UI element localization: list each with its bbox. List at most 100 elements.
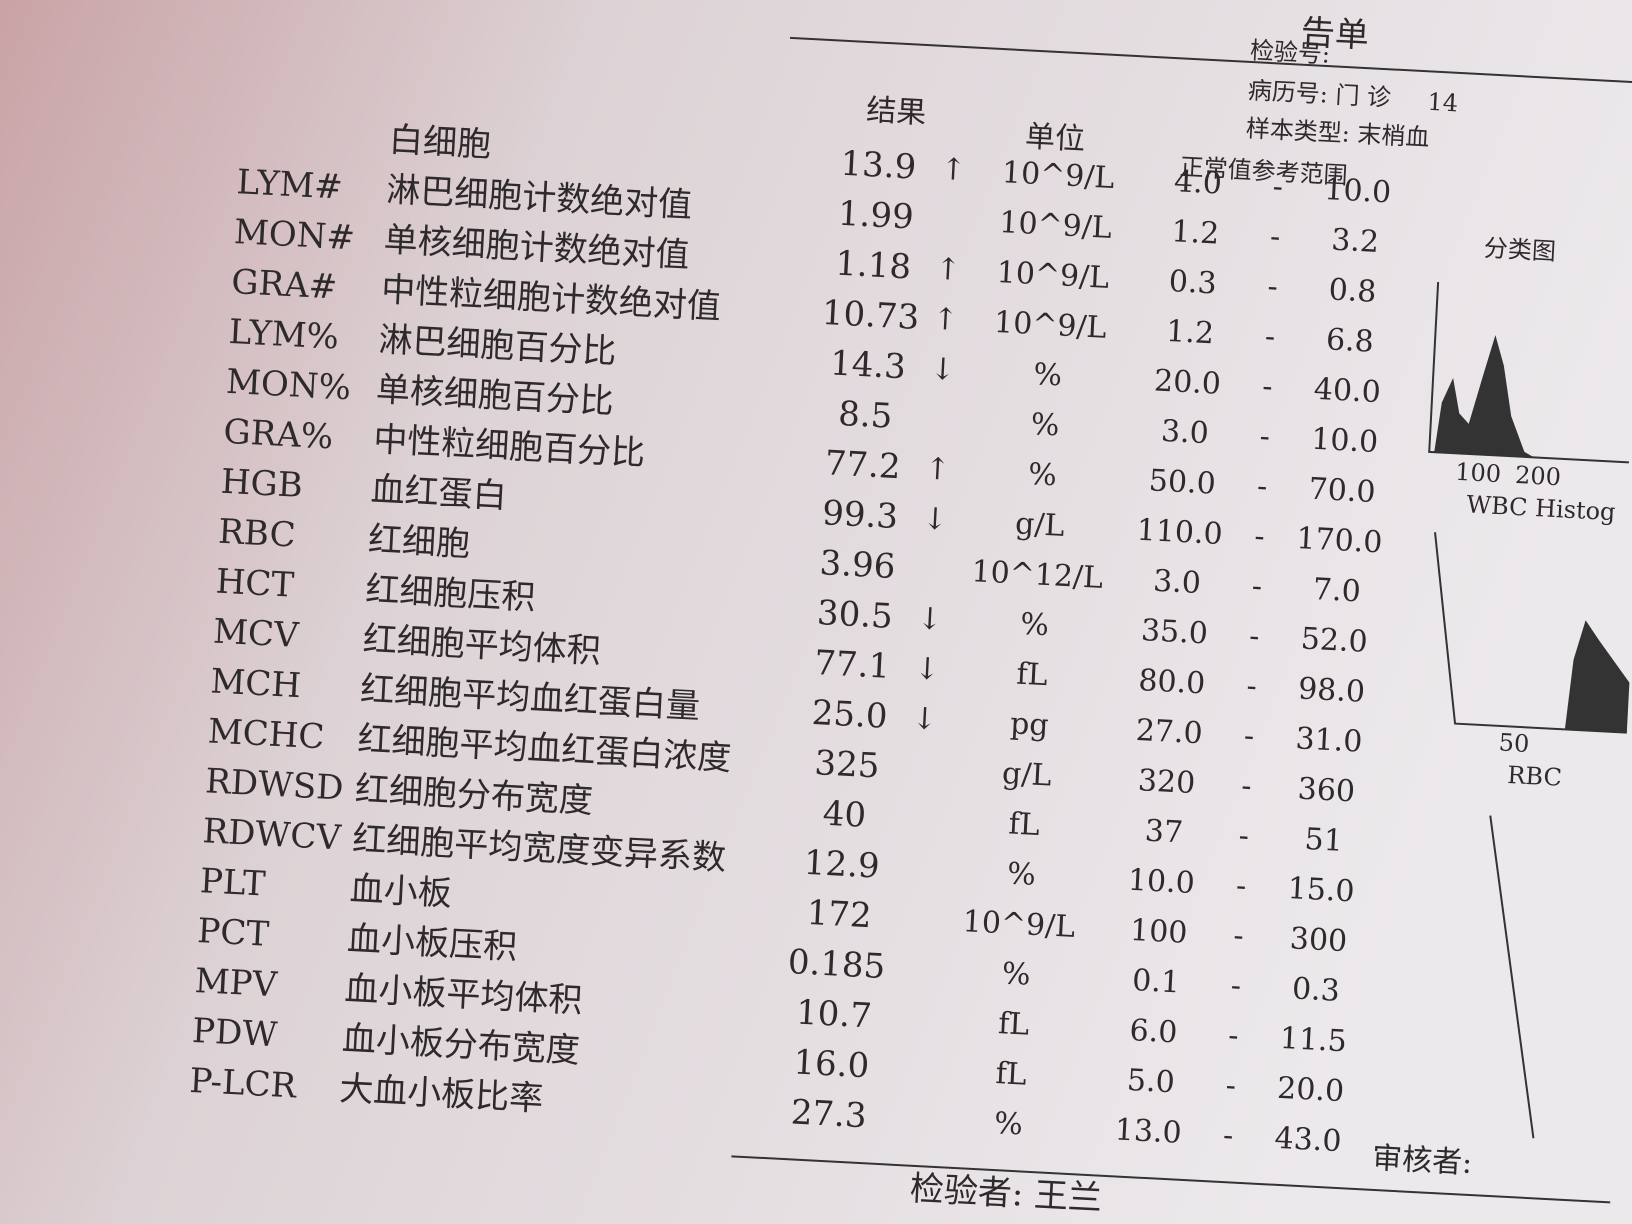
range-separator: - — [1261, 369, 1273, 404]
range-low: 110.0 — [1136, 513, 1224, 552]
reviewer: 审核者: — [1371, 1141, 1473, 1181]
range-separator: - — [1243, 719, 1255, 754]
flag: ↑ — [932, 302, 959, 338]
result: 8.5 — [837, 394, 893, 437]
range-separator: - — [1264, 319, 1276, 354]
unit: % — [1001, 956, 1031, 992]
range-separator: - — [1240, 769, 1252, 804]
flag: ↓ — [922, 501, 949, 537]
result: 172 — [806, 893, 873, 936]
item-code: RDWSD — [204, 761, 344, 808]
range-low: 3.0 — [1160, 414, 1209, 451]
range-low: 80.0 — [1138, 663, 1207, 701]
result: 99.3 — [821, 493, 899, 537]
range-separator: - — [1251, 569, 1263, 604]
range-high: 0.3 — [1291, 971, 1340, 1008]
unit: % — [1033, 357, 1063, 393]
flag: ↓ — [929, 352, 956, 388]
footer-rule — [731, 1155, 1611, 1204]
range-high: 7.0 — [1312, 572, 1361, 609]
range-high: 98.0 — [1297, 671, 1366, 709]
result: 1.18 — [834, 244, 912, 288]
item-code: PDW — [191, 1011, 278, 1055]
result: 10.7 — [795, 993, 873, 1037]
range-high: 43.0 — [1274, 1121, 1343, 1159]
range-low: 50.0 — [1148, 463, 1217, 501]
range-low: 0.1 — [1131, 963, 1180, 1000]
item-code: MON% — [225, 362, 352, 408]
unit: fL — [997, 1006, 1030, 1043]
unit: fL — [1008, 806, 1041, 843]
result: 14.3 — [829, 343, 907, 387]
range-high: 70.0 — [1308, 472, 1377, 510]
result-header: 结果 — [865, 93, 927, 131]
range-high: 300 — [1289, 921, 1348, 959]
item-code: MPV — [194, 961, 280, 1005]
range-low: 10.0 — [1127, 863, 1196, 901]
flag: ↓ — [916, 601, 943, 637]
range-low: 0.3 — [1168, 264, 1217, 301]
range-separator: - — [1222, 1118, 1234, 1153]
range-low: 3.0 — [1152, 564, 1201, 601]
lab-no: 检验号: — [1249, 36, 1330, 68]
range-low: 100 — [1129, 913, 1188, 951]
item-code: RDWCV — [202, 811, 344, 858]
range-high: 3.2 — [1330, 222, 1379, 259]
result: 77.1 — [813, 643, 891, 687]
result: 30.5 — [816, 593, 894, 637]
unit: % — [1027, 457, 1057, 493]
item-code: LYM# — [236, 162, 344, 208]
rbc-histogram — [1434, 532, 1630, 734]
item-code: GRA% — [223, 412, 335, 458]
record-value: 14 — [1427, 88, 1459, 118]
range-separator: - — [1256, 469, 1268, 504]
result: 12.9 — [803, 843, 881, 887]
range-low: 37 — [1144, 814, 1184, 851]
range-low: 20.0 — [1153, 363, 1222, 401]
range-high: 170.0 — [1296, 521, 1384, 560]
range-high: 360 — [1297, 771, 1356, 809]
item-code: MCH — [209, 661, 301, 706]
range-high: 10.0 — [1310, 422, 1379, 460]
unit: g/L — [1014, 506, 1065, 544]
unit: 10^9/L — [998, 205, 1112, 246]
plt-histogram-axis — [1489, 815, 1535, 1139]
range-low: 27.0 — [1135, 713, 1204, 751]
unit: 10^9/L — [962, 904, 1076, 945]
report-title: 告单 — [1300, 13, 1370, 57]
wbc-histogram — [1428, 282, 1629, 464]
result: 27.3 — [790, 1092, 868, 1136]
item-code: HCT — [215, 562, 296, 606]
header-rule — [789, 36, 1632, 85]
result: 1.99 — [837, 194, 915, 238]
unit: 10^12/L — [971, 554, 1104, 596]
flag: ↓ — [914, 651, 941, 687]
range-high: 52.0 — [1300, 621, 1369, 659]
wbc-tick: 100 — [1455, 458, 1502, 488]
result: 25.0 — [811, 693, 889, 737]
result: 10.73 — [821, 293, 920, 338]
range-high: 11.5 — [1279, 1021, 1348, 1059]
flag: ↓ — [911, 701, 938, 737]
item-name: 血小板压积 — [346, 919, 518, 968]
rbc-tick: 50 — [1498, 728, 1530, 758]
result: 40 — [822, 794, 867, 836]
range-high: 31.0 — [1295, 721, 1364, 759]
range-low: 6.0 — [1129, 1013, 1178, 1050]
range-separator: - — [1272, 169, 1284, 204]
flag: ↑ — [924, 452, 951, 488]
unit: % — [1019, 607, 1049, 643]
result: 0.185 — [787, 942, 886, 987]
item-code: P-LCR — [189, 1061, 299, 1107]
range-separator: - — [1246, 669, 1258, 704]
unit: % — [1006, 856, 1036, 892]
flag: ↑ — [940, 152, 967, 188]
result: 77.2 — [824, 443, 902, 487]
unit-header: 单位 — [1024, 119, 1086, 157]
item-code: GRA# — [230, 262, 338, 307]
item-code: MON# — [233, 212, 356, 258]
unit: fL — [995, 1056, 1028, 1093]
range-high: 6.8 — [1325, 322, 1374, 359]
range-low: 1.2 — [1165, 314, 1214, 351]
